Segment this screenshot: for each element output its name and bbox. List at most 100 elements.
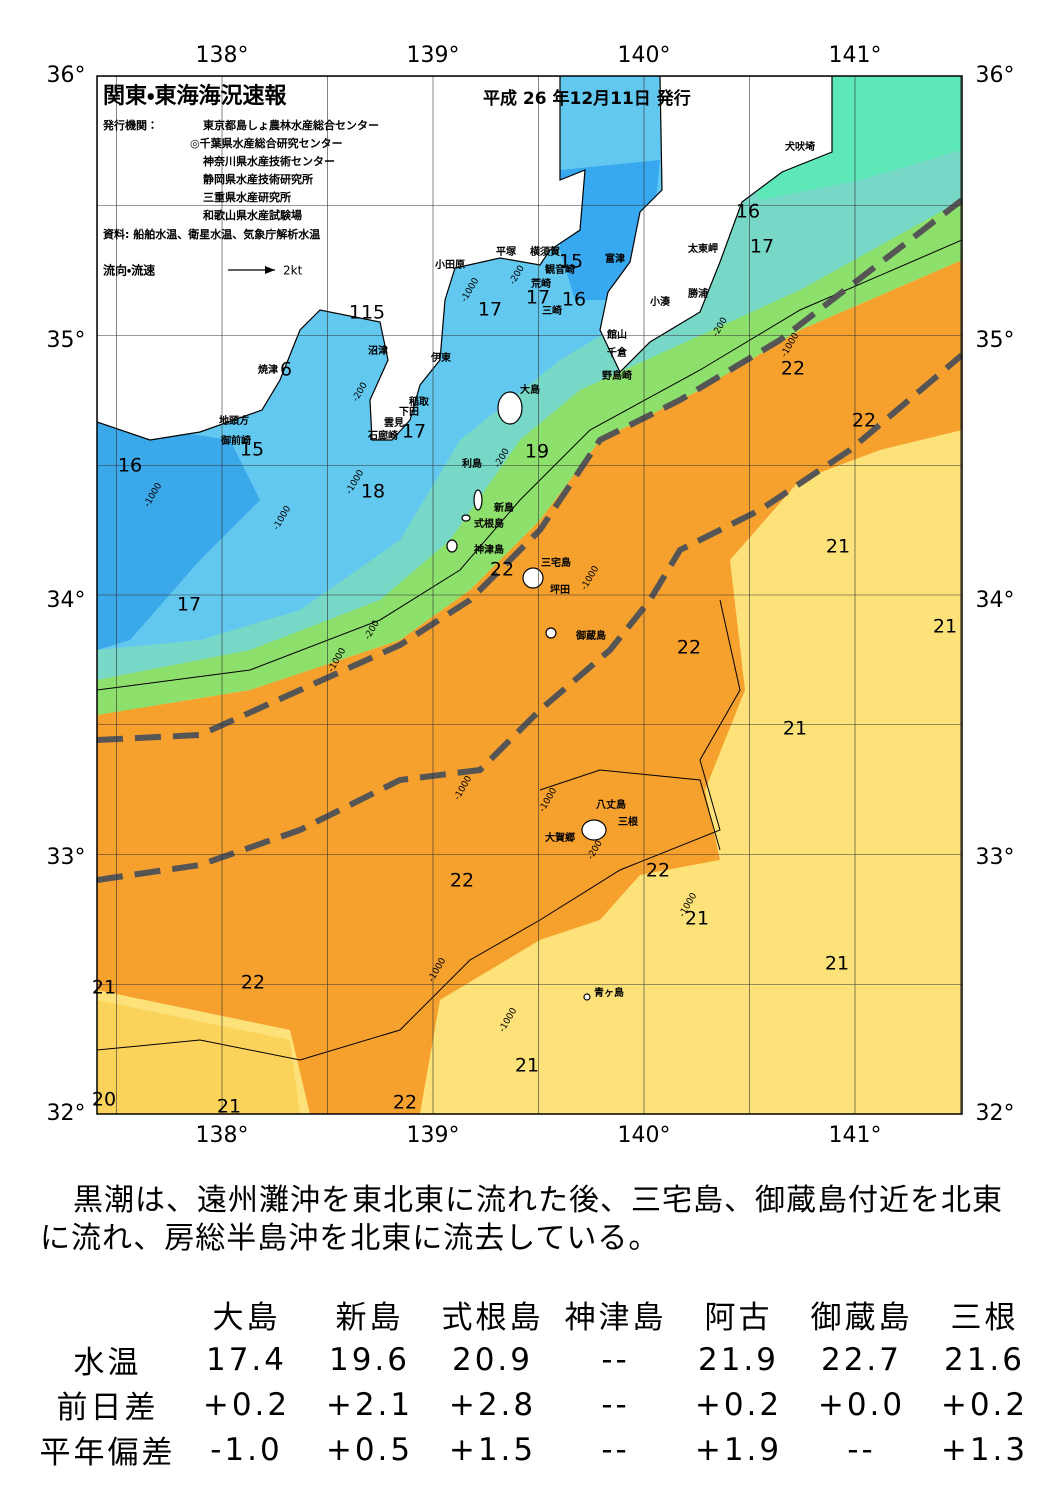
place-name: 館山 xyxy=(606,328,627,341)
place-name: 野島崎 xyxy=(602,369,632,382)
temperature-label: 21 xyxy=(685,908,709,930)
cell: 21.9 xyxy=(697,1341,780,1378)
temperature-label: 20 xyxy=(92,1089,116,1111)
temperature-label: 15 xyxy=(240,439,264,461)
column-header: 阿古 xyxy=(704,1300,773,1336)
place-name: 下田 xyxy=(399,406,419,418)
place-name: 三宅島 xyxy=(541,556,571,569)
legend-speed: 2kt xyxy=(283,264,303,278)
temperature-label: 22 xyxy=(450,870,474,892)
cell: +1.3 xyxy=(940,1431,1029,1468)
lat-label: 32° xyxy=(976,1101,1015,1126)
corner-cell xyxy=(30,1292,185,1337)
station-table: 大島 新島 式根島 神津島 阿古 御蔵島 三根 水温 17.4 19.6 20.9 -- 21.9 22.… xyxy=(30,1292,1046,1472)
lat-label: 33° xyxy=(47,845,86,870)
temperature-label: 21 xyxy=(217,1096,241,1118)
column-header: 三根 xyxy=(950,1300,1019,1336)
place-name: 小田原 xyxy=(434,258,465,271)
publisher: 和歌山県水産試験場 xyxy=(203,208,302,222)
legend-label: 流向・流速 xyxy=(103,263,155,278)
row-label: 水温 xyxy=(73,1345,142,1381)
lat-label: 34° xyxy=(976,588,1015,613)
temperature-label: 21 xyxy=(826,536,850,558)
header-row: 大島 新島 式根島 神津島 阿古 御蔵島 三根 xyxy=(30,1292,1046,1337)
cell: +0.2 xyxy=(694,1386,783,1423)
column-header: 新島 xyxy=(335,1300,404,1336)
data-row: 平年偏差 -1.0 +0.5 +1.5 -- +1.9 -- +1.3 xyxy=(30,1427,1046,1472)
column-header: 式根島 xyxy=(441,1300,544,1336)
temperature-label: 21 xyxy=(933,616,957,638)
temperature-label: 17 xyxy=(177,594,201,616)
temperature-label: 15 xyxy=(559,251,583,273)
place-name: 式根島 xyxy=(474,517,504,530)
column-header: 神津島 xyxy=(564,1300,667,1336)
lat-label: 36° xyxy=(47,63,86,88)
temperature-label: 21 xyxy=(825,953,849,975)
row-label: 平年偏差 xyxy=(39,1435,176,1471)
cell: -1.0 xyxy=(210,1431,283,1468)
temperature-label: 16 xyxy=(118,455,142,477)
map-frame xyxy=(96,75,963,1115)
temperature-label: 22 xyxy=(241,972,265,994)
lon-label: 139° xyxy=(407,1123,460,1148)
lat-label: 35° xyxy=(47,328,86,353)
temperature-label: 17 xyxy=(526,287,550,309)
temperature-label: 22 xyxy=(646,860,670,882)
place-name: 太東岬 xyxy=(687,242,718,255)
lat-label: 35° xyxy=(976,328,1015,353)
cell: +0.0 xyxy=(817,1386,906,1423)
temperature-label: 6 xyxy=(280,359,292,381)
cell: -- xyxy=(601,1341,630,1378)
temperature-label: 18 xyxy=(361,481,385,503)
place-name: 神津島 xyxy=(473,543,504,556)
summary: 黒潮は、遠州灘沖を東北東に流れた後、三宅島、御蔵島付近を北東に流れ、房総半島沖を… xyxy=(40,1183,1003,1256)
temperature-label: 22 xyxy=(677,637,701,659)
place-name: 大賀郷 xyxy=(545,831,575,844)
temperature-label: 22 xyxy=(781,358,805,380)
place-name: 稲取 xyxy=(409,395,430,408)
place-name: 伊東 xyxy=(430,351,451,364)
temperature-label: 19 xyxy=(525,441,549,463)
place-name: 御蔵島 xyxy=(575,629,606,642)
cell: 22.7 xyxy=(820,1341,903,1378)
lon-label: 141° xyxy=(829,1123,882,1148)
temperature-label: 16 xyxy=(736,201,760,223)
place-name: 坪田 xyxy=(550,583,570,596)
cell: +0.2 xyxy=(202,1386,291,1423)
temperature-label: 21 xyxy=(92,977,116,999)
place-name: 犬吠埼 xyxy=(785,140,815,153)
temperature-label: 115 xyxy=(349,302,385,324)
lat-label: 32° xyxy=(47,1101,86,1126)
publisher: 神奈川県水産技術センター xyxy=(202,154,335,168)
place-name: 地頭方 xyxy=(219,414,249,427)
publisher: 東京都島しょ農林水産総合センター xyxy=(203,118,379,132)
lat-label: 36° xyxy=(976,63,1015,88)
cell: -- xyxy=(601,1386,630,1423)
lat-label: 33° xyxy=(976,845,1015,870)
cell: 17.4 xyxy=(205,1341,288,1378)
lon-label: 139° xyxy=(407,43,460,68)
place-name: 大島 xyxy=(520,383,540,396)
data-row: 前日差 +0.2 +2.1 +2.8 -- +0.2 +0.0 +0.2 xyxy=(30,1382,1046,1427)
lon-label: 138° xyxy=(196,43,249,68)
place-name: 富津 xyxy=(605,252,625,265)
place-name: 御前崎 xyxy=(220,434,251,447)
data-row: 水温 17.4 19.6 20.9 -- 21.9 22.7 21.6 xyxy=(30,1337,1046,1382)
cell: +1.9 xyxy=(694,1431,783,1468)
column-header: 御蔵島 xyxy=(810,1300,913,1336)
place-name: 千倉 xyxy=(607,346,628,359)
cell: 19.6 xyxy=(328,1341,411,1378)
publisher: ◎千葉県水産総合研究センター xyxy=(190,136,343,150)
lat-label: 34° xyxy=(47,588,86,613)
cell: +1.5 xyxy=(448,1431,537,1468)
column-header: 大島 xyxy=(212,1300,281,1336)
place-name: 平塚 xyxy=(496,245,517,258)
temperature-label: 16 xyxy=(562,289,586,311)
publisher: 静岡県水産技術研究所 xyxy=(203,172,313,186)
temperature-label: 22 xyxy=(490,559,514,581)
temperature-label: 17 xyxy=(478,299,502,321)
place-name: 新島 xyxy=(493,501,514,514)
issue-date: 平成 26 年12月11日 発行 xyxy=(483,88,691,109)
cell: 21.6 xyxy=(943,1341,1026,1378)
